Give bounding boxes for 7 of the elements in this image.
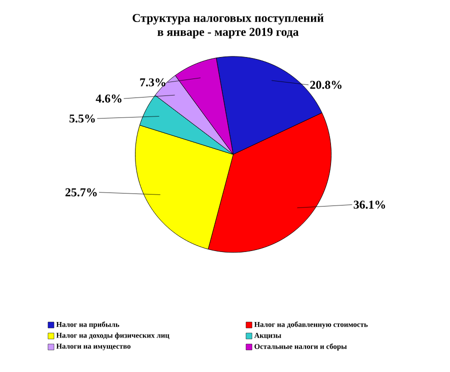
data-label: 25.7% xyxy=(65,188,97,196)
data-label: 5.5% xyxy=(70,114,95,123)
data-label: 36.1% xyxy=(354,200,386,209)
data-label: 20.8% xyxy=(310,80,342,89)
chart-title: Структура налоговых поступлений в январе - марте 2019 года xyxy=(132,14,324,38)
data-label: 4.6% xyxy=(96,94,122,103)
data-label: 7.3% xyxy=(140,78,166,86)
